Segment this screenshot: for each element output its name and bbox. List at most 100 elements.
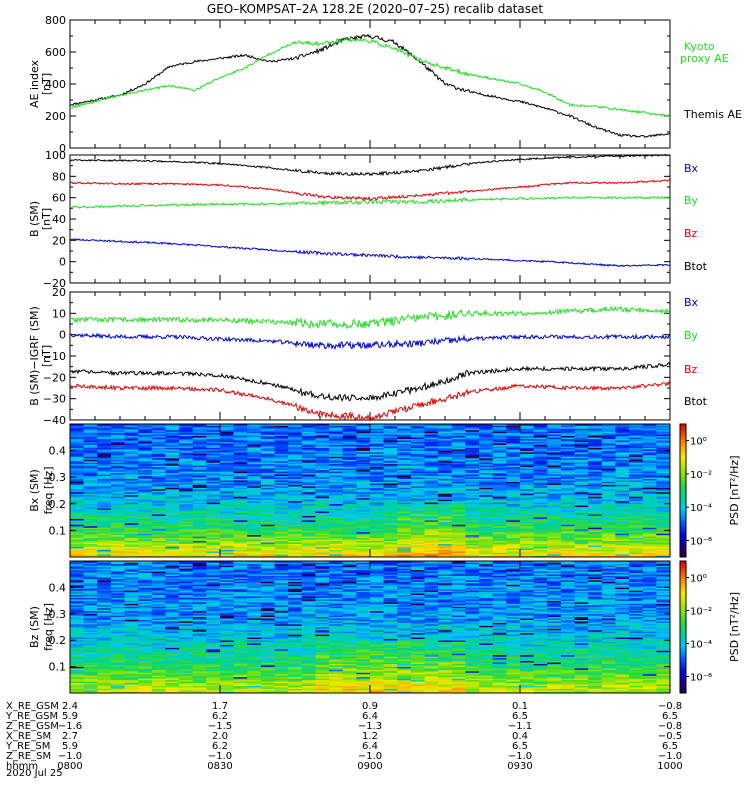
spectrogram-cell <box>560 514 575 516</box>
spectrogram-cell <box>656 539 671 542</box>
spectrogram-cell <box>520 533 534 536</box>
spectrogram-cell <box>151 527 166 530</box>
spectrogram-cell <box>560 508 575 511</box>
spectrogram-cell <box>97 615 112 618</box>
spectrogram-cell <box>656 512 671 515</box>
spectrogram-cell <box>138 583 153 585</box>
spectrogram-cell <box>492 486 507 488</box>
spectrogram-cell <box>70 663 84 666</box>
spectrogram-cell <box>179 554 194 556</box>
spectrogram-cell <box>70 632 84 635</box>
spectrogram-cell <box>520 552 534 555</box>
spectrogram-cell <box>233 500 248 503</box>
spectrogram-cell <box>206 555 221 558</box>
colorbar-segment <box>680 532 686 536</box>
spectrogram-cell <box>547 462 562 465</box>
spectrogram-cell <box>601 534 616 537</box>
spectrogram-cell <box>301 525 316 528</box>
spectrogram-cell <box>615 530 630 533</box>
spectrogram-cell <box>656 536 671 539</box>
spectrogram-cell <box>110 621 125 623</box>
spectrogram-cell <box>574 484 589 487</box>
spectrogram-cell <box>574 506 589 509</box>
spectrogram-cell <box>629 525 644 528</box>
spectrogram-cell <box>356 554 371 556</box>
spectrogram-cell <box>220 506 234 509</box>
spectrogram-cell <box>370 545 384 547</box>
spectrogram-cell <box>601 518 616 521</box>
spectrogram-cell <box>588 520 603 522</box>
spectrogram-cell <box>124 426 139 429</box>
spectrogram-cell <box>424 517 439 519</box>
spectrogram-cell <box>124 494 139 497</box>
spectrogram-cell <box>615 431 630 434</box>
spectrogram-cell <box>247 443 262 445</box>
spectrogram-cell <box>83 455 98 457</box>
spectrogram-cell <box>110 594 125 597</box>
spectrogram-cell <box>138 487 153 490</box>
spectrogram-cell <box>370 474 384 477</box>
spectrogram-cell <box>70 459 84 462</box>
spectrogram-cell <box>410 546 425 549</box>
spectrogram-cell <box>329 449 344 451</box>
spectrogram-cell <box>179 542 194 544</box>
spectrogram-cell <box>574 497 589 500</box>
spectrogram-cell <box>329 530 344 533</box>
spectrogram-cell <box>465 545 480 547</box>
spectrogram-cell <box>520 429 534 432</box>
spectrogram-cell <box>288 515 303 518</box>
spectrogram-cell <box>151 462 166 465</box>
spectrogram-cell <box>451 450 466 453</box>
spectrogram-cell <box>410 517 425 519</box>
spectrogram-cell <box>383 438 398 441</box>
spectrogram-cell <box>424 490 439 493</box>
spectrogram-cell <box>260 438 275 441</box>
spectrogram-cell <box>438 551 453 553</box>
spectrogram-cell <box>479 475 494 478</box>
spectrogram-cell <box>492 447 507 450</box>
spectrogram-cell <box>615 424 630 426</box>
spectrogram-cell <box>97 612 112 615</box>
spectrogram-cell <box>138 481 153 484</box>
spectrogram-cell <box>520 462 534 465</box>
spectrogram-cell <box>656 527 671 530</box>
spectrogram-cell <box>110 480 125 482</box>
spectrogram-cell <box>601 499 616 502</box>
spectrogram-cell <box>83 597 98 600</box>
spectrogram-cell <box>288 497 303 500</box>
spectrogram-cell <box>397 496 412 499</box>
spectrogram-cell <box>83 489 98 491</box>
spectrogram-cell <box>601 444 616 447</box>
colorbar-segment <box>680 523 686 527</box>
spectrogram-cell <box>438 444 453 447</box>
spectrogram-cell <box>370 446 384 448</box>
spectrogram-cell <box>138 666 153 669</box>
spectrogram-cell <box>506 546 521 549</box>
spectrogram-cell <box>124 673 139 676</box>
spectrogram-cell <box>124 615 139 618</box>
spectrogram-cell <box>642 537 657 540</box>
spectrogram-cell <box>656 465 671 468</box>
spectrogram-cell <box>124 489 139 491</box>
spectrogram-cell <box>642 502 657 505</box>
spectrogram-cell <box>410 447 425 450</box>
spectrogram-cell <box>288 552 303 555</box>
colorbar-segment <box>680 463 686 467</box>
spectrogram-cell <box>370 486 384 488</box>
spectrogram-cell <box>479 480 494 482</box>
spectrogram-cell <box>560 497 575 500</box>
spectrogram-cell <box>370 429 384 432</box>
spectrogram-cell <box>642 530 657 533</box>
spectrogram-cell <box>533 521 548 524</box>
spectrogram-cell <box>138 659 153 662</box>
y-axis-label: B (SM)−IGRF (SM) <box>28 306 41 406</box>
spectrogram-cell <box>110 563 125 566</box>
spectrogram-cell <box>397 523 412 525</box>
spectrogram-cell <box>220 484 234 487</box>
spectrogram-cell <box>574 503 589 506</box>
spectrogram-cell <box>274 438 289 441</box>
spectrogram-cell <box>247 508 262 511</box>
spectrogram-cell <box>301 428 316 431</box>
spectrogram-cell <box>97 625 112 628</box>
spectrogram-cell <box>288 494 303 497</box>
